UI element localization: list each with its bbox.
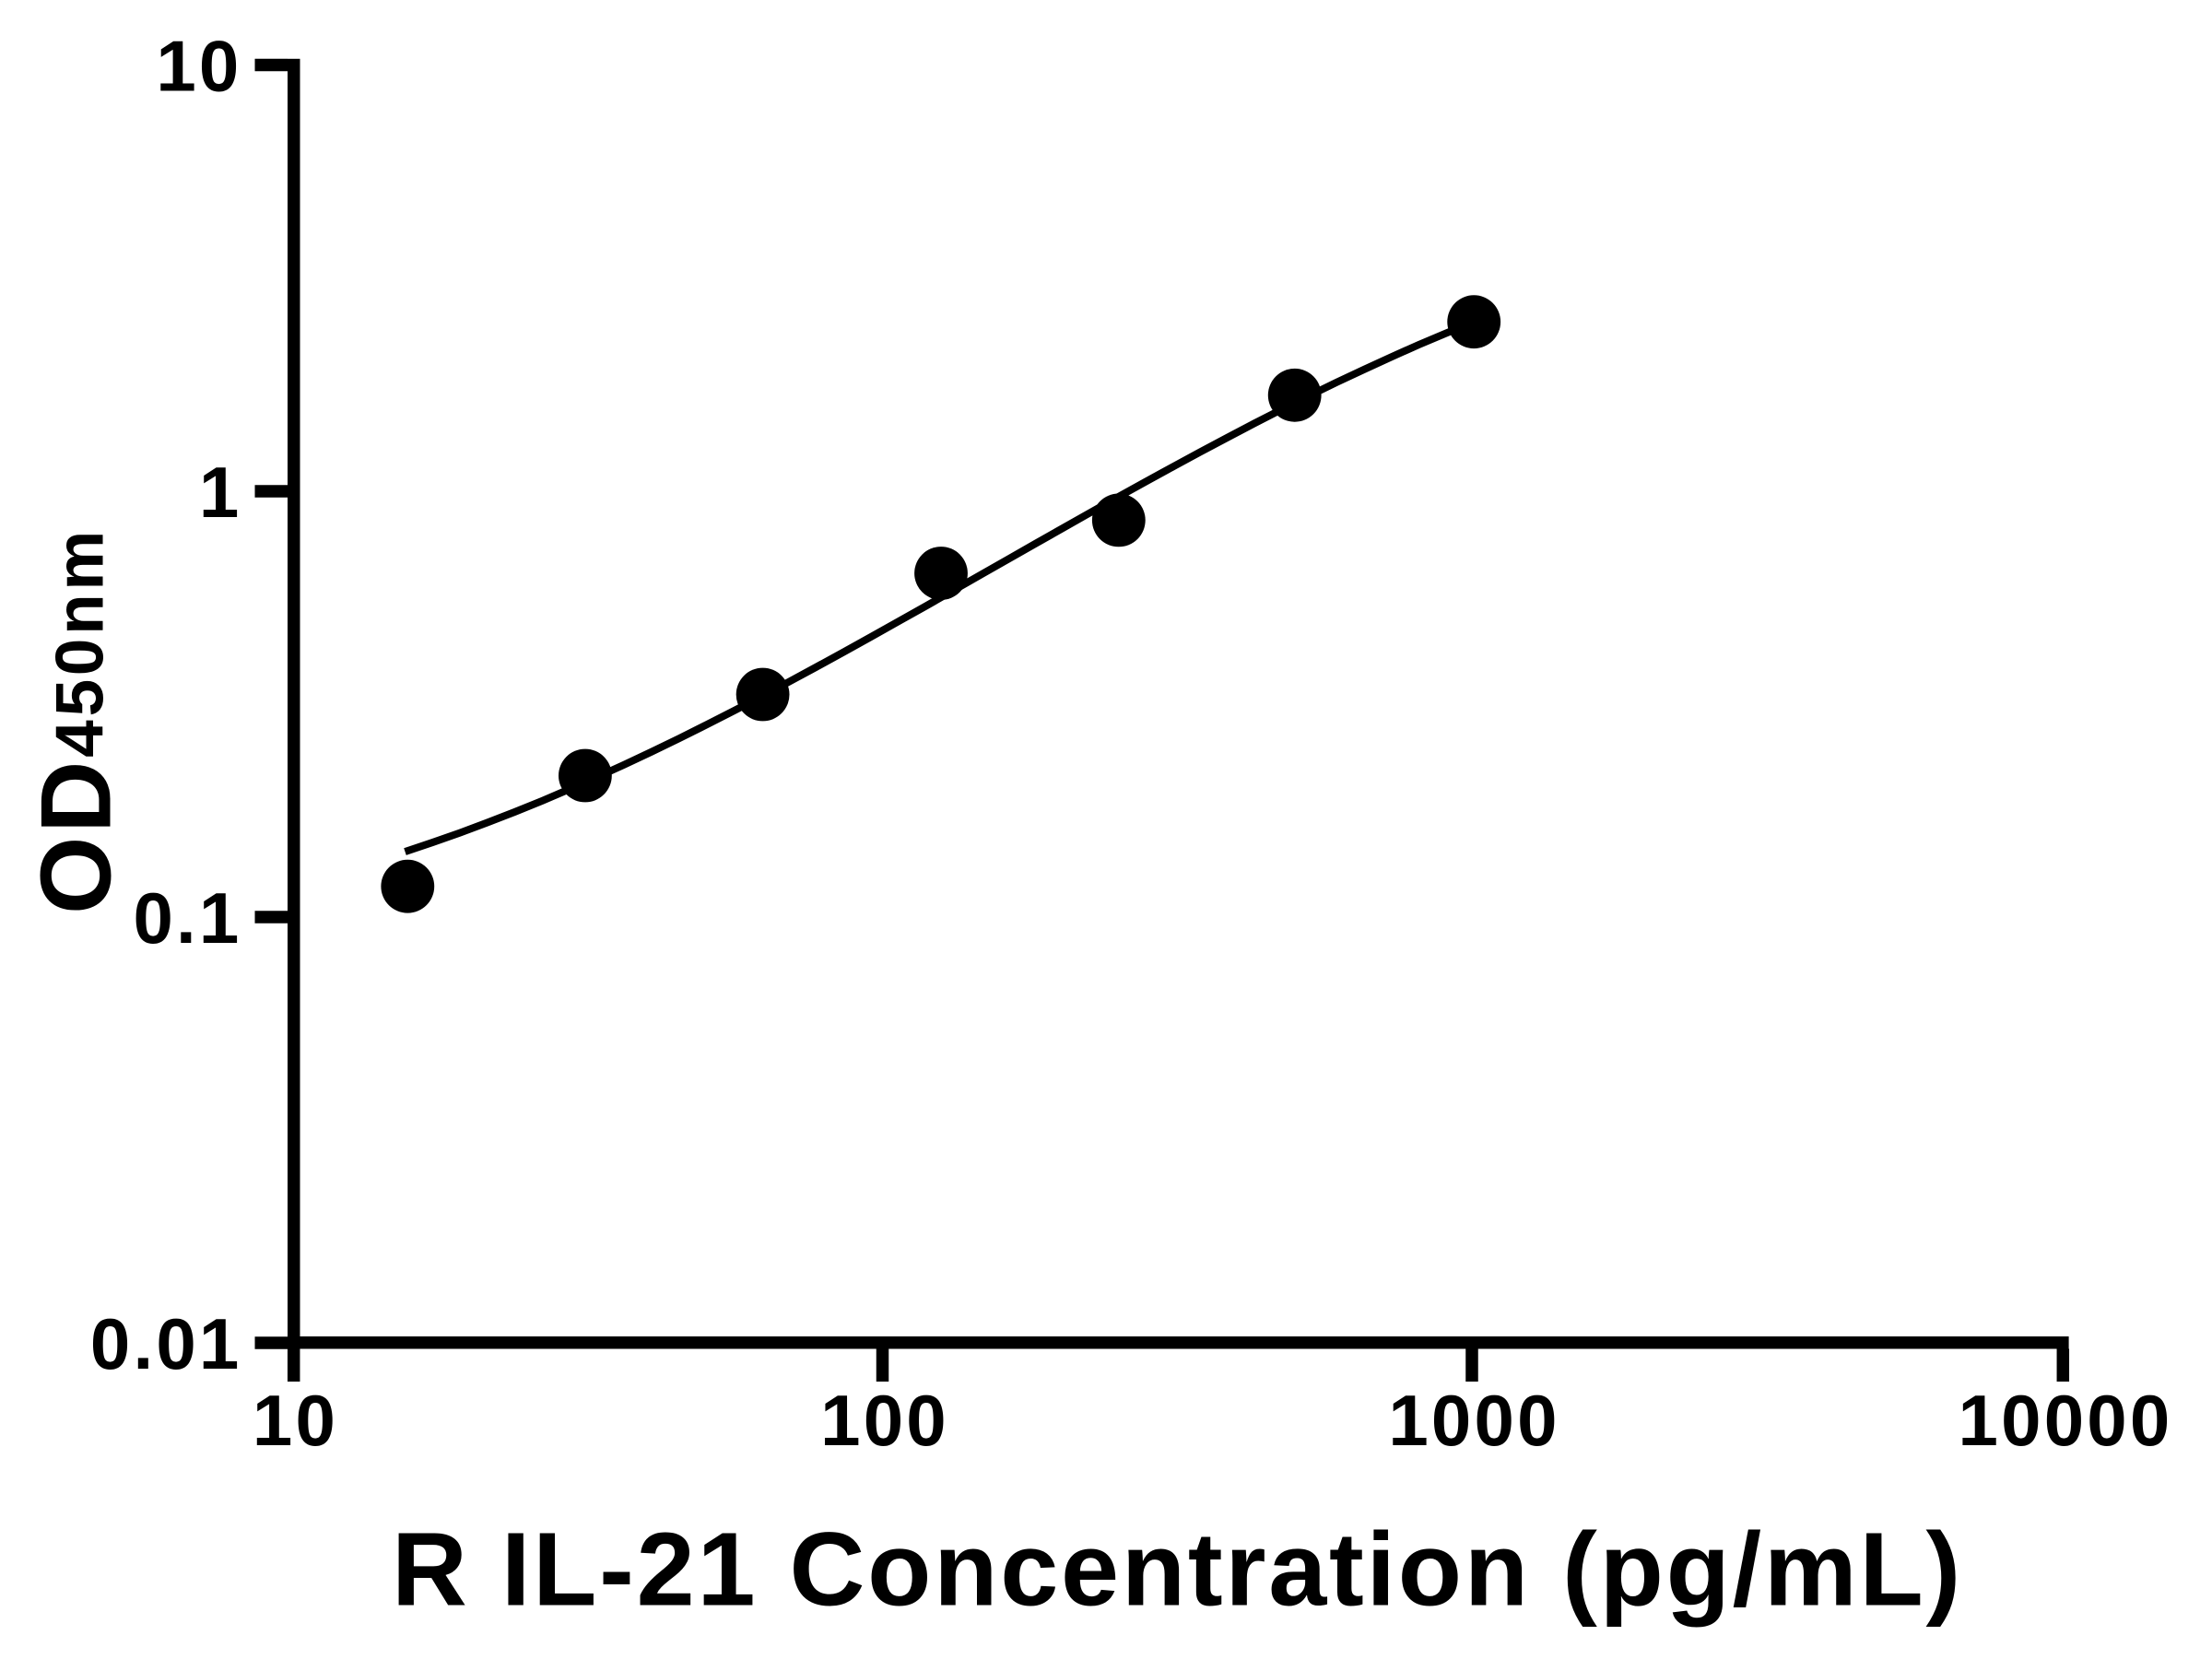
- svg-text:R IL-21 Concentration (pg/mL): R IL-21 Concentration (pg/mL): [392, 1512, 1963, 1629]
- svg-text:0.01: 0.01: [90, 1303, 242, 1384]
- svg-text:10: 10: [253, 1380, 338, 1461]
- svg-text:1: 1: [199, 452, 242, 533]
- svg-text:10000: 10000: [1959, 1380, 2173, 1461]
- svg-text:OD450nm: OD450nm: [20, 527, 132, 914]
- svg-text:100: 100: [820, 1380, 949, 1461]
- svg-text:1000: 1000: [1388, 1380, 1559, 1461]
- svg-text:0.1: 0.1: [133, 877, 241, 959]
- svg-text:10: 10: [156, 26, 241, 107]
